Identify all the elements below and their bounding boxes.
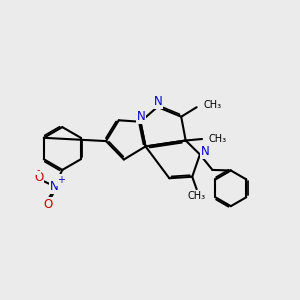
Text: CH₃: CH₃ xyxy=(209,134,227,144)
Text: O: O xyxy=(44,198,53,211)
Text: CH₃: CH₃ xyxy=(203,100,221,110)
Text: N: N xyxy=(137,110,146,123)
Text: O: O xyxy=(34,171,43,184)
Text: +: + xyxy=(56,175,64,185)
Text: -: - xyxy=(37,165,40,175)
Text: CH₃: CH₃ xyxy=(188,191,206,201)
Text: N: N xyxy=(154,95,162,108)
Text: N: N xyxy=(50,180,58,193)
Text: N: N xyxy=(201,145,210,158)
